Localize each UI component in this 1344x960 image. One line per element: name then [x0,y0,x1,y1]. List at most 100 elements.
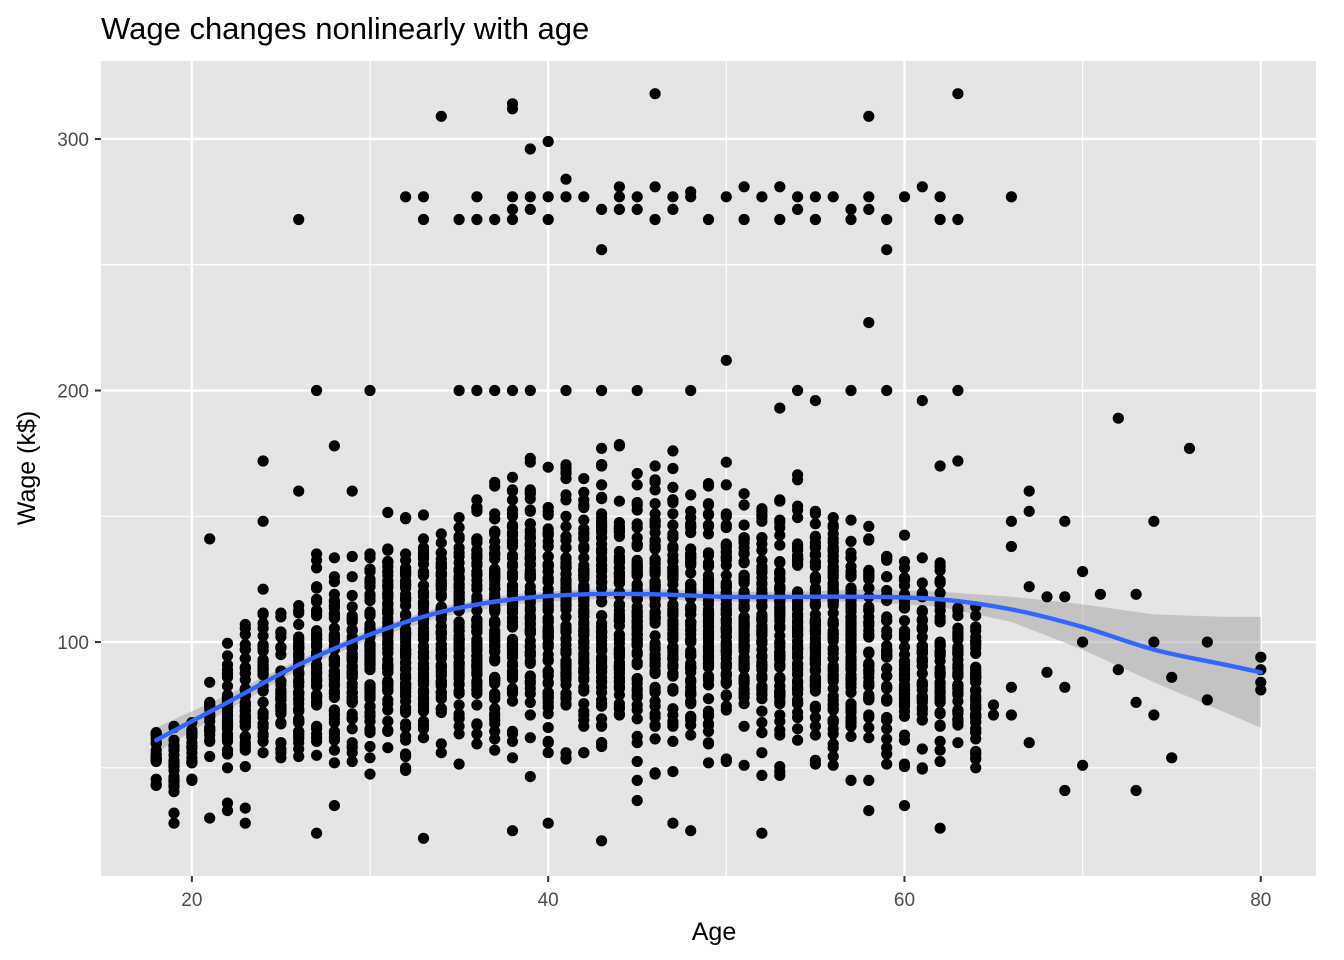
data-point [239,652,251,665]
smooth-trend-line [154,591,1263,743]
data-point [346,755,358,768]
data-point [596,515,608,527]
data-point [239,700,251,712]
data-point [863,667,875,680]
data-point [417,719,430,731]
data-point [328,744,340,756]
data-point [453,550,465,563]
data-point [756,727,768,739]
data-point [809,671,822,683]
data-point [649,681,661,693]
data-point [204,724,216,736]
data-point [257,640,269,652]
data-point [970,625,982,637]
data-point [417,553,430,565]
data-point [257,607,269,619]
data-point [863,628,875,641]
data-point [524,452,536,464]
data-point [827,759,839,771]
data-point [881,714,893,726]
data-point [506,752,519,764]
data-point [1130,784,1142,797]
data-point [471,533,483,545]
data-point [221,744,234,756]
data-point [382,607,394,619]
data-point [489,689,501,701]
data-point [275,642,287,655]
y-tick-label: 200 [57,382,89,403]
data-point [1041,666,1053,678]
data-point [792,597,804,609]
data-point [239,732,251,744]
data-point [667,735,679,748]
data-point [667,191,679,203]
data-point [1077,636,1089,648]
data-point [596,203,608,215]
data-point [578,473,590,485]
data-point [970,699,982,711]
data-point [1059,591,1071,603]
data-point [1130,588,1142,600]
data-point [328,656,340,668]
data-point [934,822,946,834]
data-point [881,733,893,745]
data-point [168,734,180,746]
data-point [952,455,964,467]
data-point [845,514,857,526]
data-point [952,88,964,100]
data-point [293,213,305,226]
data-point [293,636,305,648]
data-point [970,676,982,688]
data-point [275,717,287,729]
data-point [346,686,358,699]
data-point [328,757,340,769]
data-point [792,706,804,719]
data-point [435,528,447,540]
data-point [1023,581,1035,593]
data-point [453,384,465,397]
data-point [364,684,376,696]
data-point [346,601,358,613]
data-point [435,686,447,699]
data-point [186,757,198,769]
data-point [524,683,536,695]
data-point [720,644,732,656]
data-point [720,569,732,582]
data-point [934,640,946,652]
data-point [453,522,465,534]
data-point [435,651,447,663]
data-point [720,659,732,671]
data-point [311,593,323,605]
data-point [792,669,804,681]
data-point [934,720,946,732]
data-point [756,615,768,627]
data-point [168,781,180,793]
data-point [702,549,715,561]
data-point [489,384,501,397]
data-point [970,752,982,764]
data-point [506,695,519,707]
x-tick-label: 40 [538,890,559,911]
data-point [613,203,626,215]
data-point [221,720,234,732]
data-point [649,88,661,100]
data-point [578,714,590,726]
data-point [435,747,447,759]
data-point [863,191,875,203]
data-point [792,500,804,512]
data-point [1166,671,1178,683]
data-point [845,618,857,631]
data-point [471,505,483,517]
data-point [400,636,412,648]
data-point [524,670,536,682]
data-point [720,753,732,765]
data-point [792,698,804,710]
data-point [613,633,626,646]
data-point [489,733,501,745]
data-point [934,744,946,756]
data-point [863,805,875,817]
data-point [382,704,394,716]
data-point [417,641,430,653]
data-point [631,384,643,397]
data-point [863,611,875,623]
